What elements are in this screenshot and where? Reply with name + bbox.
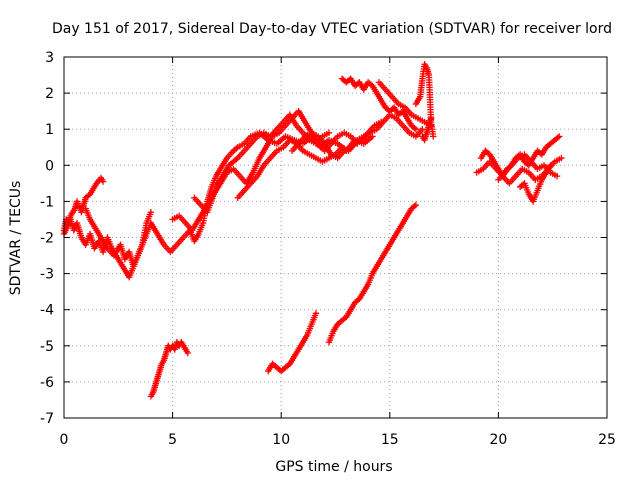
data-point bbox=[412, 201, 420, 209]
x-tick-label: 0 bbox=[60, 432, 69, 448]
data-point bbox=[430, 133, 437, 140]
y-tick-label: -1 bbox=[40, 194, 54, 210]
series-trace-9 bbox=[375, 79, 435, 129]
axis-ticks bbox=[63, 56, 608, 419]
x-tick-label: 25 bbox=[598, 432, 616, 448]
x-tick-label: 20 bbox=[489, 432, 507, 448]
series-trace-3 bbox=[82, 205, 155, 270]
y-tick-label: -6 bbox=[40, 375, 54, 391]
x-tick-label: 15 bbox=[381, 432, 399, 448]
data-point bbox=[233, 156, 240, 163]
data-point bbox=[411, 203, 418, 210]
y-tick-label: 0 bbox=[45, 158, 54, 174]
data-point bbox=[419, 126, 426, 133]
x-tick-label: 5 bbox=[168, 432, 177, 448]
data-point bbox=[553, 172, 561, 180]
x-tick-label: 10 bbox=[272, 432, 290, 448]
data-point bbox=[554, 134, 561, 141]
data-points bbox=[60, 61, 565, 400]
series-trace-11 bbox=[419, 115, 435, 144]
y-tick-label: 3 bbox=[45, 50, 54, 66]
data-point bbox=[427, 115, 435, 122]
data-point bbox=[233, 145, 240, 152]
data-point bbox=[411, 124, 418, 132]
chart-title: Day 151 of 2017, Sidereal Day-to-day VTE… bbox=[52, 21, 612, 37]
series-trace-12 bbox=[147, 338, 192, 400]
data-point bbox=[184, 349, 192, 357]
series-trace-5 bbox=[191, 107, 361, 216]
y-tick-label: -3 bbox=[40, 267, 54, 283]
y-axis-label: SDTVAR / TECUs bbox=[8, 181, 24, 296]
series-trace-18 bbox=[516, 162, 554, 205]
y-tick-label: -5 bbox=[40, 339, 54, 355]
x-axis-label: GPS time / hours bbox=[275, 459, 392, 475]
series-trace-10 bbox=[412, 61, 437, 140]
data-point bbox=[556, 133, 563, 140]
series-trace-14 bbox=[325, 201, 420, 346]
y-tick-label: 1 bbox=[45, 122, 54, 138]
data-point bbox=[558, 154, 565, 162]
series-trace-8 bbox=[338, 75, 420, 133]
data-point bbox=[325, 129, 333, 137]
data-point bbox=[99, 178, 107, 185]
y-tick-label: -7 bbox=[40, 411, 54, 427]
series-trace-13 bbox=[264, 310, 320, 375]
y-tick-label: -4 bbox=[40, 303, 54, 319]
y-tick-label: 2 bbox=[45, 86, 54, 102]
data-point bbox=[312, 310, 320, 317]
data-point bbox=[547, 162, 554, 169]
data-point bbox=[412, 126, 420, 133]
data-point bbox=[147, 209, 155, 216]
series-trace-16 bbox=[473, 154, 565, 187]
y-tick-label: -2 bbox=[40, 231, 54, 247]
series-trace-7 bbox=[288, 111, 426, 162]
